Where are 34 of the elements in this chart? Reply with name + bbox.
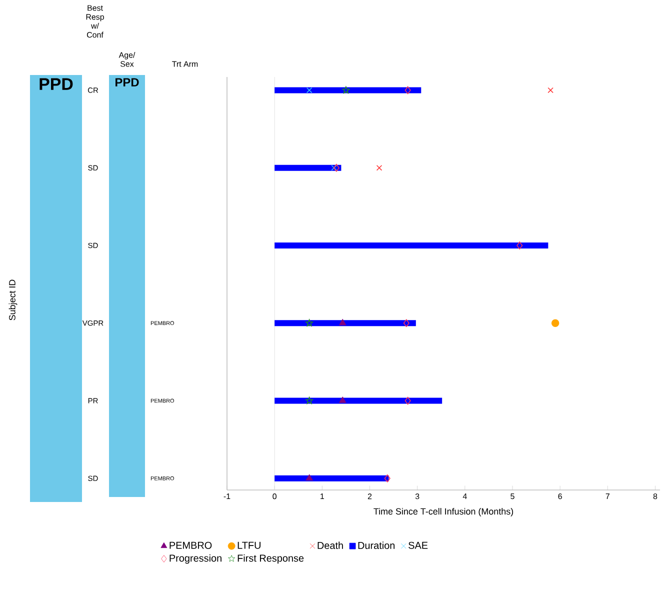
point <box>306 87 312 94</box>
legend-label: Death <box>318 542 343 549</box>
legend-label: SAE <box>408 542 428 549</box>
point <box>516 242 523 250</box>
text: PPD <box>116 78 139 86</box>
point <box>306 474 313 481</box>
point <box>331 164 337 171</box>
point <box>548 87 554 94</box>
point <box>376 164 382 171</box>
legend-label: Duration <box>358 542 395 549</box>
legend-label: LTFU <box>238 542 260 549</box>
point <box>404 396 411 405</box>
bar <box>274 164 342 171</box>
text: PPD <box>40 78 73 90</box>
point <box>342 86 350 94</box>
point <box>339 396 346 403</box>
bar <box>274 320 416 326</box>
legend-label: Progression <box>170 554 222 564</box>
text: Subject ID <box>8 280 18 320</box>
bar <box>274 242 548 248</box>
legend-label: First Response <box>238 554 304 564</box>
point <box>404 86 411 94</box>
point <box>306 319 314 326</box>
x-axis-title: Time Since T-cell Infusion (Months) <box>374 508 514 516</box>
point <box>333 164 340 172</box>
point <box>551 319 560 327</box>
point <box>384 474 390 482</box>
point <box>403 319 410 327</box>
point <box>339 319 346 326</box>
bar <box>274 475 389 482</box>
bar <box>274 398 442 404</box>
bar <box>274 87 422 94</box>
point <box>306 396 314 404</box>
legend-label: PEMBRO <box>170 542 212 549</box>
